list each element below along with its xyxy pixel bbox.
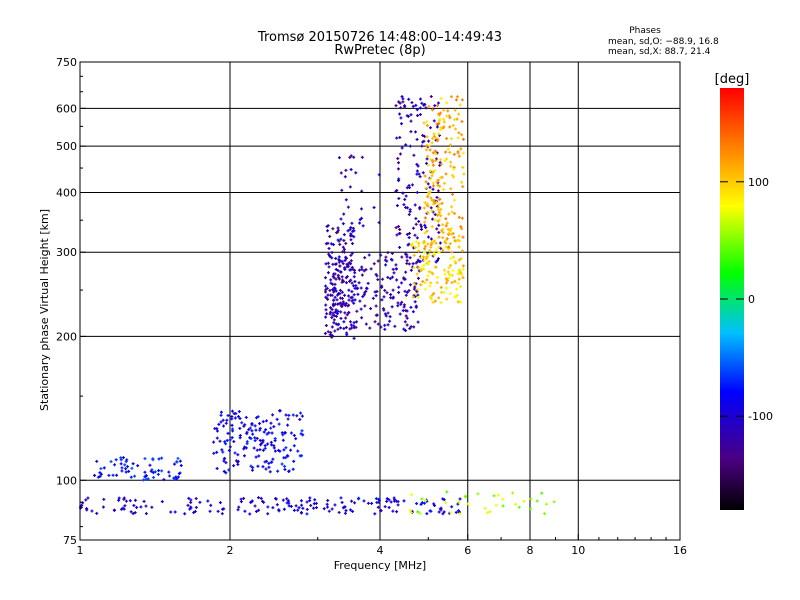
data-points [78,95,556,516]
x-tick-label: 16 [673,544,687,557]
y-tick-label: 75 [63,534,77,547]
phases-x-mean: mean, sd,X: 88.7, 21.4 [608,47,711,57]
chart-subtitle: RwPretec (8p) [334,43,425,58]
y-tick-label: 200 [56,330,77,343]
colorbar-tick-label: 0 [748,293,755,306]
y-tick-label: 750 [56,56,77,69]
y-tick-label: 400 [56,186,77,199]
y-tick-label: 100 [56,474,77,487]
x-tick-label: 4 [377,544,384,557]
chart-title: Tromsø 20150726 14:48:00–14:49:43 [257,30,502,45]
colorbar-tick-label: 100 [748,176,769,189]
grid-lines [80,62,680,540]
y-tick-label: 300 [56,246,77,259]
x-tick-label: 2 [227,544,234,557]
x-axis: 1 2 4 6 8 10 16 [77,534,687,557]
x-tick-label: 6 [464,544,471,557]
x-axis-label: Frequency [MHz] [334,559,426,572]
phases-o-mean: mean, sd,O: −88.9, 16.8 [608,37,719,47]
y-axis: 75 100 200 300 400 500 600 750 [56,56,86,547]
phases-title: Phases [629,26,661,36]
y-axis-label: Stationary phase Virtual Height [km] [38,209,51,411]
y-tick-label: 500 [56,140,77,153]
y-tick-label: 600 [56,102,77,115]
x-tick-label: 8 [527,544,534,557]
colorbar-label: [deg] [715,72,750,87]
x-tick-label: 1 [77,544,84,557]
colorbar-tick-label: -100 [748,410,773,423]
x-tick-label: 10 [571,544,585,557]
colorbar: [deg] 100 0 -100 [715,72,773,510]
